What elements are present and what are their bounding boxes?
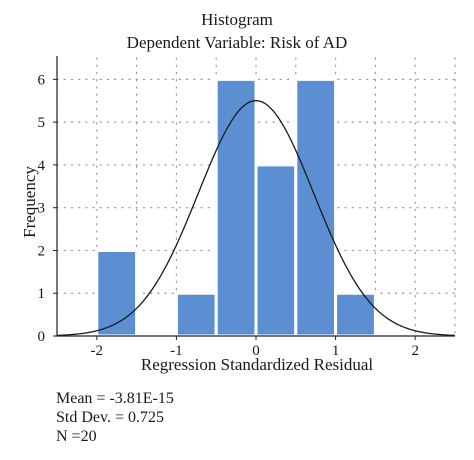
y-tick-label: 6 bbox=[38, 72, 46, 88]
histogram-bar bbox=[254, 163, 298, 338]
x-tick-label: -2 bbox=[91, 343, 104, 359]
y-tick-label: 4 bbox=[38, 158, 46, 174]
histogram-bar bbox=[95, 248, 139, 338]
x-tick-label: 0 bbox=[252, 343, 260, 359]
histogram-bar bbox=[214, 77, 258, 338]
stats-std-dev: Std Dev. = 0.725 bbox=[56, 409, 164, 426]
histogram-bar bbox=[294, 77, 338, 338]
y-tick-label: 2 bbox=[38, 243, 46, 259]
chart-title: Histogram bbox=[201, 10, 273, 29]
stats-mean: Mean = -3.81E-15 bbox=[56, 390, 174, 407]
y-tick-label: 0 bbox=[38, 329, 46, 345]
normal-curve bbox=[56, 100, 456, 337]
x-axis-label: Regression Standardized Residual bbox=[140, 355, 374, 374]
y-tick-label: 5 bbox=[38, 115, 46, 131]
x-tick-label: 1 bbox=[332, 343, 340, 359]
histogram-bar bbox=[334, 291, 377, 338]
x-tick-label: -1 bbox=[170, 343, 183, 359]
chart-subtitle: Dependent Variable: Risk of AD bbox=[126, 33, 348, 52]
y-tick-label: 3 bbox=[38, 201, 46, 217]
histogram-bar bbox=[174, 291, 218, 338]
y-axis-label: Frequency bbox=[20, 166, 39, 238]
stats-n: N =20 bbox=[56, 428, 97, 445]
x-tick-label: 2 bbox=[411, 343, 419, 359]
y-tick-label: 1 bbox=[38, 286, 46, 302]
